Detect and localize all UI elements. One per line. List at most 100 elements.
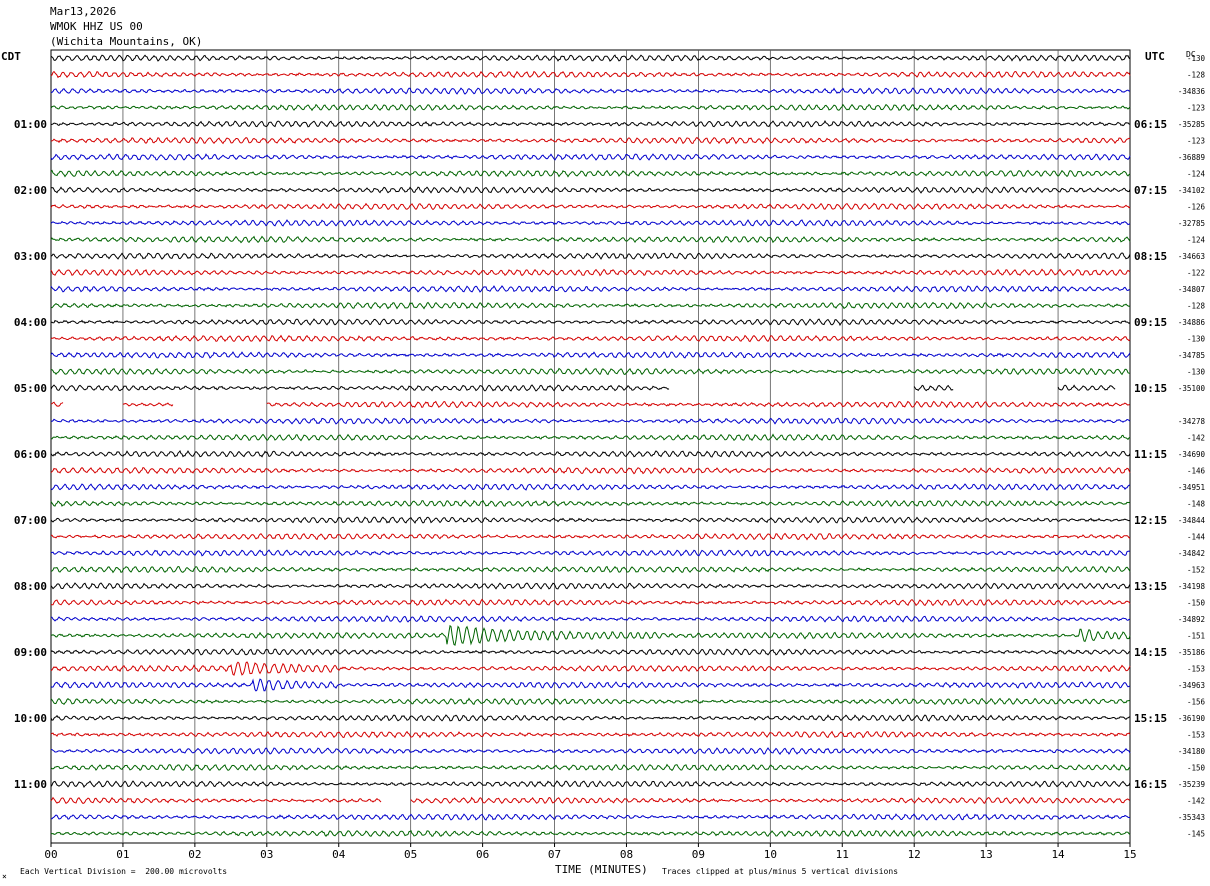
seismic-trace (50, 285, 1131, 293)
x-tick-label: 11 (836, 848, 849, 861)
seismic-trace (50, 301, 1131, 310)
right-hour-label: 16:15 (1134, 778, 1167, 791)
right-hour-label: 13:15 (1134, 580, 1167, 593)
seismic-trace (50, 318, 1131, 327)
dc-offset-label: -36190 (1178, 714, 1206, 723)
x-tick-label: 08 (620, 848, 633, 861)
dc-offset-label: -130 (1187, 368, 1206, 377)
dc-offset-label: -36889 (1178, 153, 1205, 162)
seismic-trace (50, 136, 1131, 145)
seismic-trace (50, 763, 1131, 772)
dc-offset-label: -35186 (1178, 648, 1206, 657)
seismic-trace (266, 400, 1130, 409)
right-hour-label: 06:15 (1134, 118, 1167, 131)
seismic-trace (50, 747, 1131, 755)
dc-offset-label: -123 (1187, 104, 1205, 113)
left-hour-label: 06:00 (14, 448, 47, 461)
dc-column-label: DC (1186, 50, 1196, 59)
x-tick-label: 00 (44, 848, 57, 861)
dc-offset-label: -142 (1187, 434, 1205, 443)
left-hour-label: 03:00 (14, 250, 47, 263)
seismic-trace (50, 499, 1131, 508)
seismic-trace (50, 186, 1131, 194)
seismic-trace (50, 661, 1131, 676)
dc-offset-label: -34180 (1178, 747, 1206, 756)
seismic-trace (50, 624, 1131, 646)
dc-offset-label: -34785 (1178, 351, 1205, 360)
right-hour-label: 10:15 (1134, 382, 1167, 395)
seismic-trace (50, 401, 64, 407)
dc-offset-label: -128 (1187, 302, 1206, 311)
dc-offset-label: -34892 (1178, 615, 1205, 624)
dc-offset-label: -35100 (1178, 384, 1206, 393)
dc-offset-label: -34842 (1178, 549, 1205, 558)
left-hour-label: 04:00 (14, 316, 47, 329)
x-tick-label: 14 (1051, 848, 1065, 861)
dc-offset-label: -123 (1187, 137, 1205, 146)
seismic-trace (51, 549, 1131, 557)
header-date: Mar13,2026 (50, 5, 117, 18)
x-tick-label: 04 (332, 848, 346, 861)
x-tick-label: 09 (692, 848, 705, 861)
seismic-trace (50, 367, 1131, 376)
seismic-trace (913, 384, 954, 392)
dc-offset-label: -126 (1187, 203, 1206, 212)
right-hour-label: 14:15 (1134, 646, 1167, 659)
seismic-trace (50, 433, 1131, 442)
seismic-trace (50, 268, 1131, 277)
left-hour-label: 11:00 (14, 778, 47, 791)
seismic-trace (50, 351, 1131, 359)
dc-offset-label: -34951 (1178, 483, 1205, 492)
x-tick-label: 07 (548, 848, 561, 861)
dc-offset-label: -152 (1187, 566, 1205, 575)
seismic-trace (50, 384, 670, 392)
seismic-trace (50, 780, 1131, 788)
seismic-trace (50, 829, 1131, 838)
seismic-trace (50, 202, 1131, 211)
dc-offset-label: -150 (1187, 764, 1206, 773)
left-hour-label: 05:00 (14, 382, 47, 395)
seismic-trace (50, 697, 1131, 706)
seismic-trace (50, 252, 1131, 260)
axis-labels: 00 01 02 03 04 05 06 07 08 09 10 11 12 13 14 15 -130 -128… (14, 54, 1206, 861)
dc-offset-label: -34278 (1178, 417, 1206, 426)
seismic-trace (50, 678, 1131, 692)
left-hour-label: 09:00 (14, 646, 47, 659)
seismic-trace (122, 402, 174, 407)
seismic-trace (50, 169, 1131, 178)
dc-offset-label: -34198 (1178, 582, 1206, 591)
dc-offset-label: -122 (1187, 269, 1205, 278)
x-tick-label: 10 (764, 848, 777, 861)
x-tick-label: 13 (980, 848, 993, 861)
plot-grid (50, 49, 1131, 847)
seismic-trace (50, 714, 1131, 722)
seismic-trace (50, 120, 1131, 128)
left-hour-label: 08:00 (14, 580, 47, 593)
seismic-trace (51, 87, 1131, 95)
seismic-trace (51, 532, 1131, 541)
dc-offset-label: -124 (1187, 236, 1206, 245)
x-axis-title: TIME (MINUTES) (555, 863, 648, 876)
dc-offset-label: -34690 (1178, 450, 1206, 459)
x-tick-label: 01 (116, 848, 129, 861)
seismic-trace (50, 417, 1131, 425)
dc-offset-label: -35285 (1178, 120, 1205, 129)
left-hour-label: 07:00 (14, 514, 47, 527)
seismic-trace (50, 235, 1131, 244)
plot-frame (50, 49, 1131, 844)
header-location: (Wichita Mountains, OK) (50, 35, 203, 48)
dc-offset-label: -145 (1187, 830, 1205, 839)
right-hour-label: 11:15 (1134, 448, 1167, 461)
dc-offset-label: -35343 (1178, 813, 1205, 822)
dc-offset-label: -144 (1187, 533, 1206, 542)
header-station: WMOK HHZ US 00 (50, 20, 143, 33)
dc-offset-label: -34886 (1178, 318, 1206, 327)
right-hour-label: 08:15 (1134, 250, 1167, 263)
timezone-left-label: CDT (1, 50, 21, 63)
dc-offset-label: -153 (1187, 665, 1205, 674)
dc-offset-label: -128 (1187, 71, 1206, 80)
dc-offset-label: -34807 (1178, 285, 1205, 294)
right-hour-label: 07:15 (1134, 184, 1167, 197)
dc-offset-label: -34836 (1178, 87, 1206, 96)
seismic-trace (50, 466, 1131, 475)
